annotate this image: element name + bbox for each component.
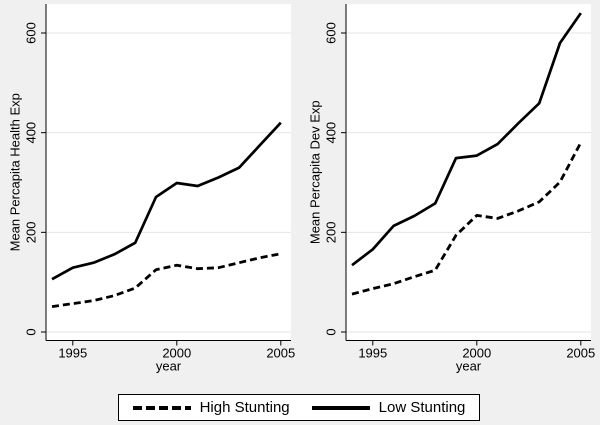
x-axis-title: year <box>156 359 182 374</box>
high-stunting-dashed-line-sample <box>132 405 191 410</box>
series-line-low-stunting <box>51 121 282 281</box>
y-tick-label: 400 <box>324 122 339 144</box>
legend-item-low-stunting: Low Stunting <box>311 399 466 416</box>
x-tick-label: 2000 <box>162 346 191 361</box>
x-tick-label: 1995 <box>58 346 87 361</box>
x-tick-label: 2000 <box>462 346 491 361</box>
y-tick-label: 0 <box>24 328 39 335</box>
chart-health-exp: 0 200 400 600 1995 2000 2005 Mean Percapita Hea… <box>8 4 295 374</box>
y-axis-title: Mean Percapita Health Exp <box>8 93 23 251</box>
low-stunting-solid-line-sample <box>311 405 370 410</box>
series-line-high-stunting <box>351 141 583 296</box>
chart-dev-exp: 0 200 400 600 1995 2000 2005 Mean Percapita Dev… <box>308 4 595 374</box>
y-tick-label: 0 <box>324 328 339 335</box>
legend-item-high-stunting: High Stunting <box>132 399 290 416</box>
series-line-high-stunting <box>51 252 282 308</box>
x-tick-label: 1995 <box>358 346 387 361</box>
y-tick-label: 400 <box>24 122 39 144</box>
x-tick-label: 2005 <box>566 346 595 361</box>
series-line-low-stunting <box>351 12 582 267</box>
x-tick-label: 2005 <box>266 346 295 361</box>
y-tick-label: 600 <box>24 22 39 44</box>
legend-label-low-stunting: Low Stunting <box>378 399 466 416</box>
y-tick-label: 200 <box>324 221 339 243</box>
plot-area <box>346 4 591 341</box>
legend: High Stunting Low Stunting <box>118 394 480 421</box>
y-tick-label: 200 <box>24 221 39 243</box>
plot-area <box>46 4 291 341</box>
y-tick-label: 600 <box>324 22 339 44</box>
y-axis-title: Mean Percapita Dev Exp <box>308 100 323 244</box>
legend-label-high-stunting: High Stunting <box>199 399 290 416</box>
x-axis-title: year <box>456 359 482 374</box>
